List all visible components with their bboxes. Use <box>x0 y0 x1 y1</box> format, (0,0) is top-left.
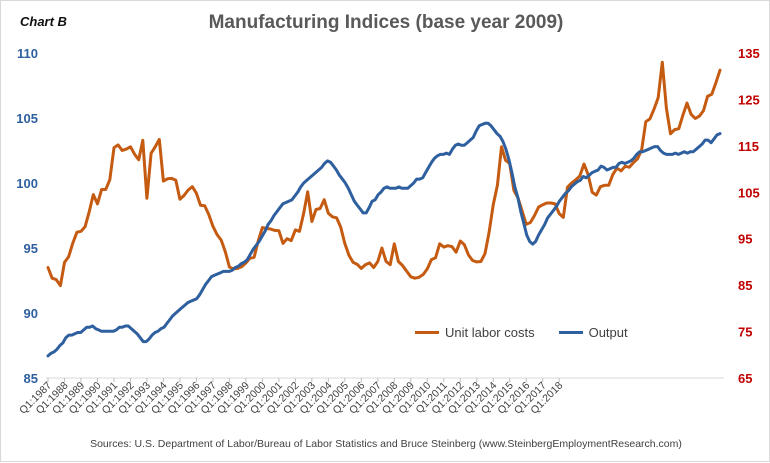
legend-item-unit-labor-costs: Unit labor costs <box>415 325 535 340</box>
chart-source: Sources: U.S. Department of Labor/Bureau… <box>90 438 682 450</box>
series-line-output <box>46 121 722 358</box>
series-line-unit-labor-costs <box>46 60 722 288</box>
legend-label-output: Output <box>588 325 628 340</box>
legend-label-unit-labor-costs: Unit labor costs <box>445 325 535 340</box>
legend-swatch-unit-labor-costs <box>415 331 439 334</box>
right-tick-label: 125 <box>738 92 760 107</box>
left-tick-label: 105 <box>16 111 38 126</box>
legend-item-output: Output <box>558 325 628 340</box>
right-tick-label: 105 <box>738 185 760 200</box>
legend-swatch-output <box>558 331 583 334</box>
left-tick-label: 100 <box>16 176 38 191</box>
legend: Unit labor costs Output <box>415 325 652 340</box>
left-tick-label: 90 <box>24 306 38 321</box>
chart-title: Manufacturing Indices (base year 2009) <box>208 12 564 33</box>
left-tick-label: 110 <box>17 46 38 61</box>
left-tick-label: 85 <box>24 371 38 386</box>
right-tick-label: 85 <box>738 278 752 293</box>
right-tick-label: 95 <box>738 232 752 247</box>
left-tick-label: 95 <box>24 241 38 256</box>
right-tick-label: 65 <box>738 371 752 386</box>
chart-tag: Chart B <box>20 14 67 29</box>
right-tick-label: 135 <box>738 46 760 61</box>
right-tick-label: 75 <box>738 325 752 340</box>
right-tick-label: 115 <box>738 139 759 154</box>
